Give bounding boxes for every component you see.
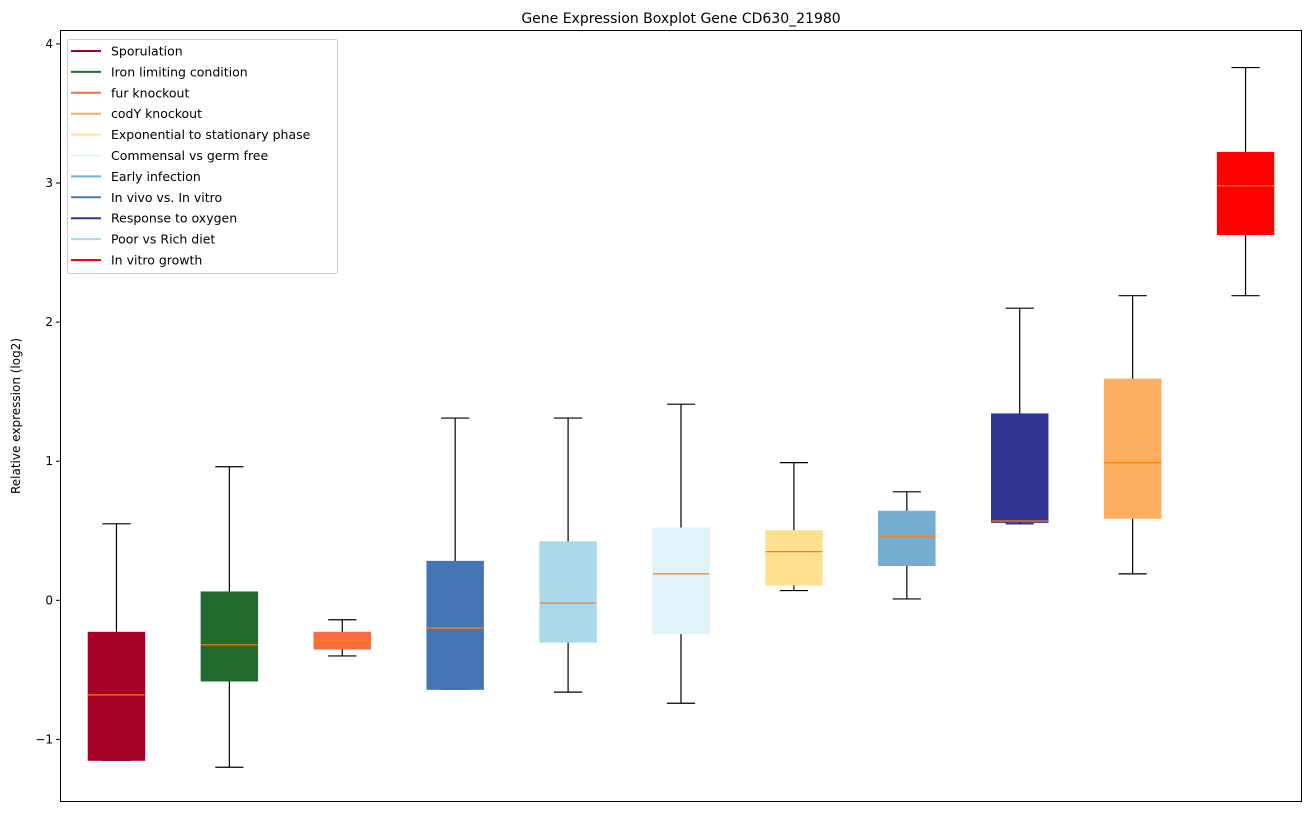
legend-label: Poor vs Rich diet: [111, 232, 215, 247]
box-body: [878, 510, 936, 567]
box-body: [200, 591, 259, 682]
legend-entry: Sporulation: [71, 44, 183, 59]
y-tick-label: 3: [45, 176, 53, 190]
box-response-to-oxygen: [991, 307, 1049, 525]
legend-label: Exponential to stationary phase: [111, 127, 311, 142]
legend-label: In vivo vs. In vitro: [111, 190, 222, 205]
box-fur-knockout: [313, 619, 371, 657]
box-exponential-to-stationary-phase: [765, 461, 823, 592]
box-body: [539, 541, 597, 643]
legend-label: Response to oxygen: [111, 211, 237, 226]
box-in-vitro-growth: [1216, 66, 1275, 297]
legend-entry: Poor vs Rich diet: [71, 232, 215, 247]
box-body: [1103, 378, 1162, 519]
legend-label: Iron limiting condition: [111, 64, 248, 79]
legend-entry: Commensal vs germ free: [71, 148, 268, 163]
box-iron-limiting-condition: [200, 466, 259, 768]
box-body: [426, 560, 484, 690]
y-axis-label: Relative expression (log2): [9, 338, 23, 494]
box-body: [991, 413, 1049, 523]
y-tick-label: 4: [45, 37, 53, 51]
y-tick-label: 1: [45, 454, 53, 468]
box-body: [87, 631, 146, 761]
y-tick-label: −1: [35, 732, 53, 746]
plot-frame: [60, 30, 1302, 802]
box-commensal-vs-germ-free: [652, 403, 710, 704]
chart-title: Gene Expression Boxplot Gene CD630_21980: [521, 11, 840, 27]
box-early-infection: [878, 491, 936, 600]
legend: Sporulation Iron limiting condition fur kn…: [67, 39, 338, 274]
legend-entry: fur knockout: [71, 85, 189, 100]
legend-entry: Response to oxygen: [71, 211, 237, 226]
box-body: [765, 530, 823, 586]
box-sporulation: [87, 523, 146, 761]
legend-entry: codY knockout: [71, 106, 202, 121]
legend-label: In vitro growth: [111, 253, 202, 268]
legend-entry: Iron limiting condition: [71, 64, 248, 79]
box-cody-knockout: [1103, 295, 1162, 575]
legend-entry: Early infection: [71, 169, 201, 184]
legend-label: fur knockout: [111, 85, 189, 100]
legend-label: codY knockout: [111, 106, 202, 121]
legend-entry: In vitro growth: [71, 253, 202, 268]
legend-frame: [67, 39, 338, 274]
legend-label: Sporulation: [111, 44, 183, 59]
legend-entry: In vivo vs. In vitro: [71, 190, 222, 205]
legend-entry: Exponential to stationary phase: [71, 127, 311, 142]
box-body: [652, 527, 710, 635]
y-tick-label: 2: [45, 315, 53, 329]
legend-label: Commensal vs germ free: [111, 148, 268, 163]
box-body: [1216, 151, 1275, 235]
legend-label: Early infection: [111, 169, 201, 184]
y-tick-label: 0: [45, 593, 53, 607]
box-poor-vs-rich-diet: [539, 417, 597, 693]
box-in-vivo-vs-in-vitro: [426, 417, 484, 690]
